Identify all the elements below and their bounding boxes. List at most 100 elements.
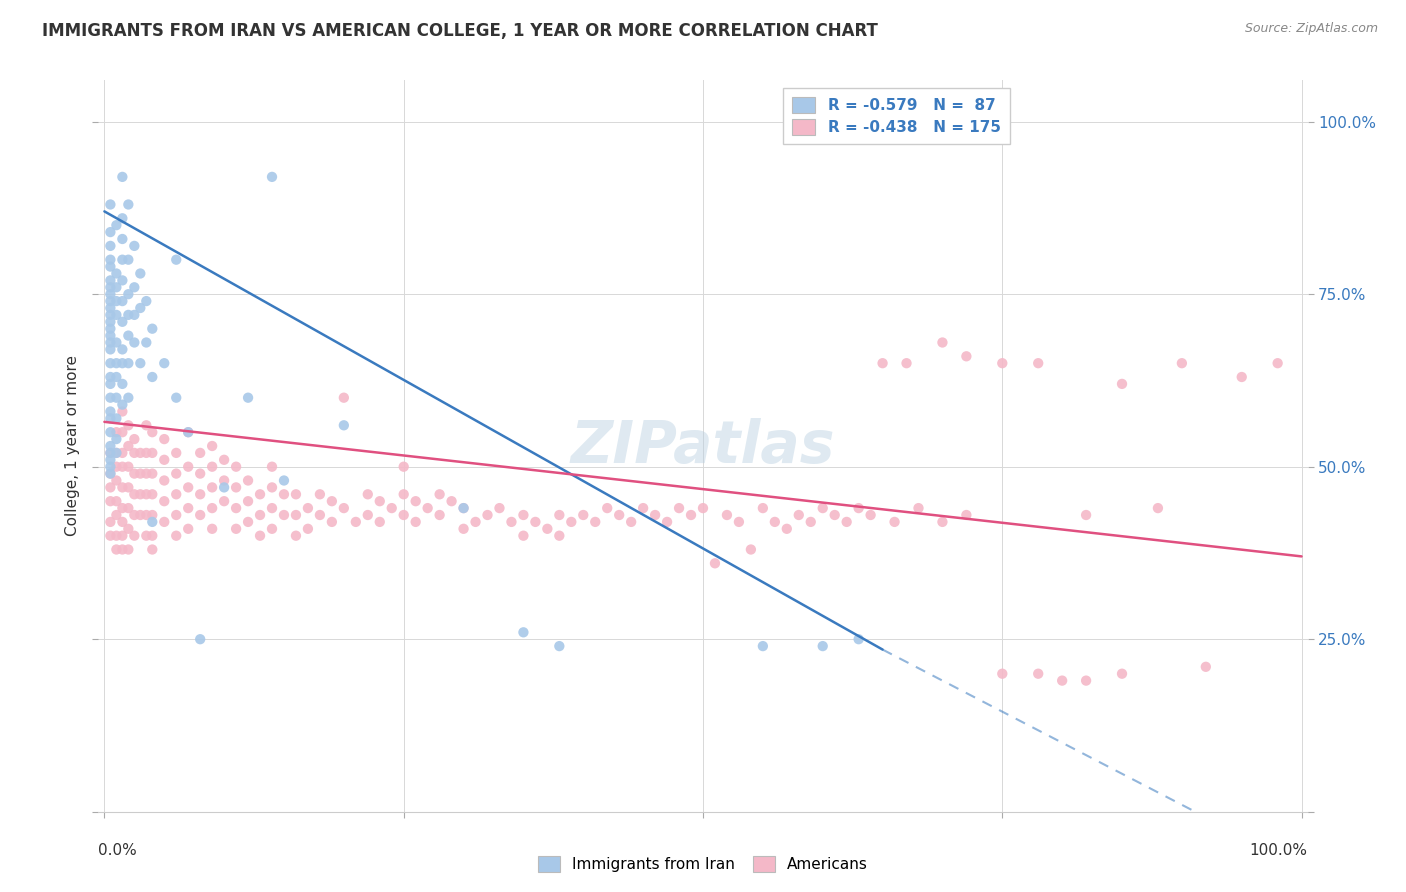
Point: [100, 260, 122, 274]
Point: [105, 370, 128, 384]
Point: [105, 267, 128, 281]
Point: [141, 542, 163, 557]
Point: [165, 467, 187, 481]
Point: [105, 459, 128, 474]
Point: [117, 418, 139, 433]
Point: [1111, 376, 1133, 391]
Point: [111, 404, 134, 418]
Point: [117, 439, 139, 453]
Point: [100, 529, 122, 543]
Point: [333, 418, 356, 433]
Point: [333, 391, 356, 405]
Point: [100, 321, 122, 335]
Point: [955, 349, 977, 363]
Point: [800, 515, 823, 529]
Point: [344, 515, 367, 529]
Point: [111, 398, 134, 412]
Point: [392, 487, 415, 501]
Point: [129, 508, 152, 522]
Point: [309, 487, 332, 501]
Point: [225, 522, 247, 536]
Point: [692, 501, 714, 516]
Point: [1026, 356, 1049, 370]
Point: [405, 494, 427, 508]
Point: [100, 376, 122, 391]
Point: [124, 508, 146, 522]
Point: [129, 267, 152, 281]
Point: [141, 529, 163, 543]
Point: [429, 487, 451, 501]
Point: [117, 542, 139, 557]
Point: [177, 501, 200, 516]
Point: [728, 515, 751, 529]
Point: [100, 467, 122, 481]
Point: [111, 501, 134, 516]
Point: [536, 522, 558, 536]
Point: [177, 522, 200, 536]
Point: [752, 639, 775, 653]
Point: [153, 452, 176, 467]
Point: [100, 356, 122, 370]
Point: [212, 480, 235, 494]
Point: [201, 501, 224, 516]
Point: [560, 515, 582, 529]
Point: [117, 287, 139, 301]
Point: [201, 480, 224, 494]
Point: [124, 280, 146, 294]
Point: [668, 501, 690, 516]
Point: [392, 459, 415, 474]
Point: [392, 508, 415, 522]
Point: [105, 425, 128, 440]
Y-axis label: College, 1 year or more: College, 1 year or more: [65, 356, 80, 536]
Point: [1230, 370, 1253, 384]
Point: [1074, 508, 1097, 522]
Point: [117, 459, 139, 474]
Point: [572, 508, 595, 522]
Point: [165, 391, 187, 405]
Point: [284, 529, 307, 543]
Point: [117, 308, 139, 322]
Point: [111, 273, 134, 287]
Point: [321, 515, 343, 529]
Point: [991, 666, 1014, 681]
Point: [512, 508, 534, 522]
Point: [135, 529, 157, 543]
Point: [284, 508, 307, 522]
Point: [100, 446, 122, 460]
Point: [284, 487, 307, 501]
Point: [105, 432, 128, 446]
Point: [464, 515, 486, 529]
Point: [1267, 356, 1289, 370]
Point: [100, 328, 122, 343]
Point: [716, 508, 738, 522]
Point: [100, 391, 122, 405]
Point: [212, 494, 235, 508]
Point: [260, 480, 283, 494]
Point: [111, 529, 134, 543]
Point: [859, 508, 882, 522]
Point: [236, 391, 259, 405]
Point: [357, 487, 380, 501]
Point: [249, 487, 271, 501]
Point: [249, 529, 271, 543]
Point: [100, 280, 122, 294]
Point: [896, 356, 918, 370]
Point: [111, 315, 134, 329]
Point: [141, 446, 163, 460]
Point: [488, 501, 510, 516]
Point: [260, 459, 283, 474]
Point: [153, 432, 176, 446]
Point: [1050, 673, 1073, 688]
Point: [1171, 356, 1194, 370]
Point: [357, 508, 380, 522]
Point: [368, 494, 391, 508]
Point: [100, 515, 122, 529]
Point: [135, 446, 157, 460]
Point: [111, 542, 134, 557]
Point: [124, 308, 146, 322]
Point: [111, 459, 134, 474]
Point: [100, 467, 122, 481]
Point: [704, 557, 727, 571]
Point: [297, 501, 319, 516]
Point: [100, 343, 122, 357]
